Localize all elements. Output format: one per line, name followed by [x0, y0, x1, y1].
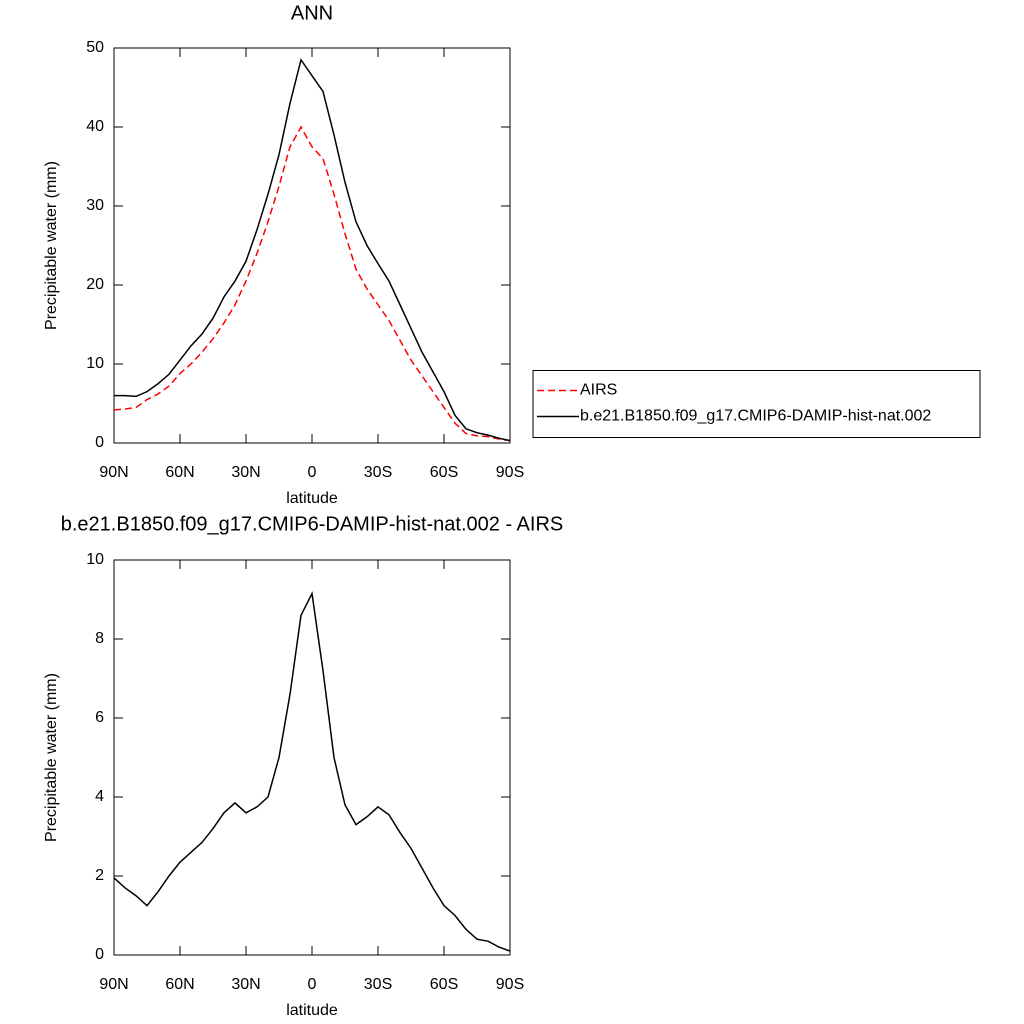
x-axis-label: latitude [286, 490, 338, 507]
y-tick-label: 0 [95, 434, 104, 451]
x-tick-label: 90N [99, 464, 128, 481]
data-line [114, 58, 511, 442]
y-tick-label: 40 [86, 118, 104, 135]
data-line [113, 591, 511, 952]
x-tick-label: 0 [308, 976, 317, 993]
plot-frame [113, 47, 511, 444]
x-tick-label: 90S [496, 976, 524, 993]
x-tick-label: 30N [231, 464, 260, 481]
y-tick-label: 4 [95, 788, 104, 805]
x-tick-label: 90N [99, 976, 128, 993]
y-tick-label: 2 [95, 867, 104, 884]
x-tick-label: 0 [308, 464, 317, 481]
x-tick-label: 60N [165, 976, 194, 993]
legend: AIRS b.e21.B1850.f09_g17.CMIP6-DAMIP-hist… [532, 370, 981, 438]
legend-label: b.e21.B1850.f09_g17.CMIP6-DAMIP-hist-nat… [580, 408, 931, 425]
x-tick-label: 30S [364, 976, 392, 993]
data-line [113, 125, 511, 442]
y-tick-label: 10 [86, 551, 104, 568]
y-axis-label: Precipitable water (mm) [43, 673, 60, 842]
x-tick-label: 90S [496, 464, 524, 481]
y-axis-label: Precipitable water (mm) [43, 161, 60, 330]
y-tick-label: 50 [86, 39, 104, 56]
plot-frame [113, 559, 511, 956]
y-tick-label: 10 [86, 355, 104, 372]
x-tick-label: 60S [430, 976, 458, 993]
chart-title: ANN [291, 2, 333, 24]
legend-frame [532, 370, 981, 438]
chart-title: b.e21.B1850.f09_g17.CMIP6-DAMIP-hist-nat… [61, 513, 564, 535]
x-axis-label: latitude [286, 1002, 338, 1019]
y-tick-label: 8 [95, 630, 104, 647]
y-tick-label: 6 [95, 709, 104, 726]
x-tick-label: 30S [364, 464, 392, 481]
legend-label: AIRS [580, 382, 617, 399]
y-tick-label: 30 [86, 197, 104, 214]
y-tick-label: 0 [95, 946, 104, 963]
x-tick-label: 60S [430, 464, 458, 481]
x-tick-label: 30N [231, 976, 260, 993]
y-tick-label: 20 [86, 276, 104, 293]
x-tick-label: 60N [165, 464, 194, 481]
